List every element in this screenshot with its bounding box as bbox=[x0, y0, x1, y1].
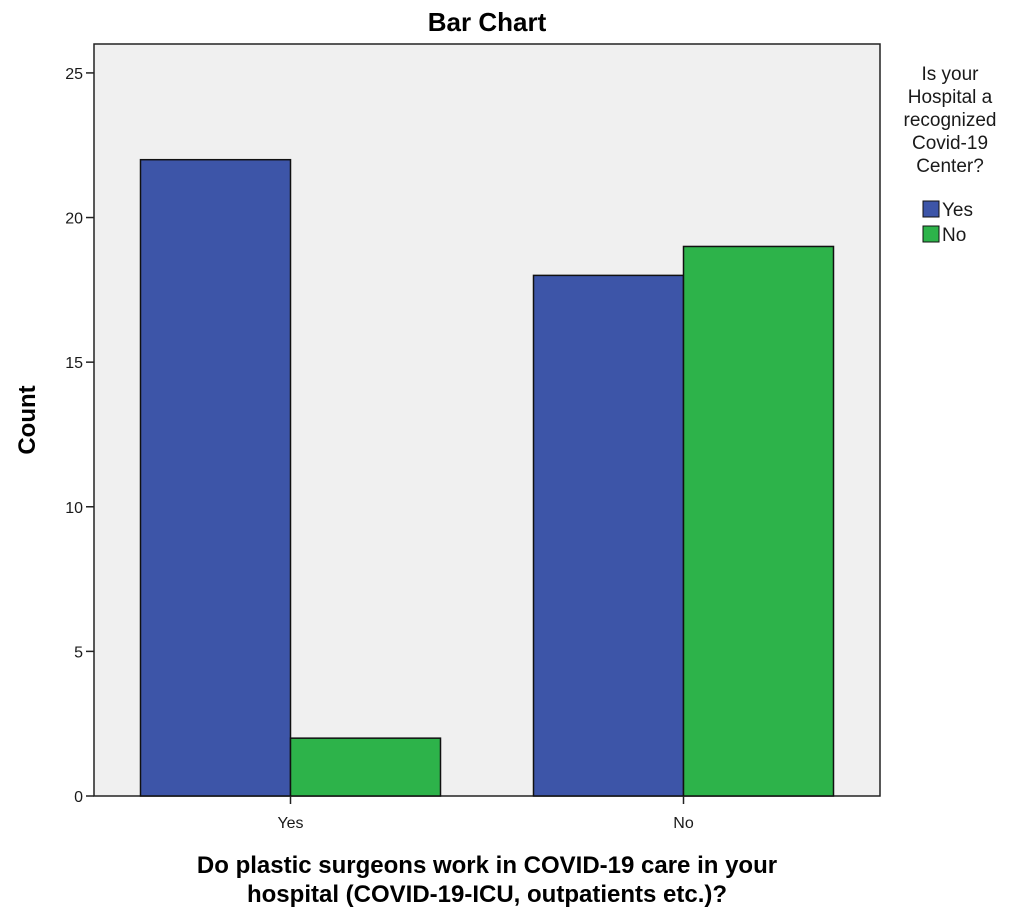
legend-title-line: Center? bbox=[916, 156, 984, 177]
bars-group bbox=[139, 158, 835, 797]
chart-title: Bar Chart bbox=[428, 7, 547, 37]
legend-label-no: No bbox=[942, 225, 966, 246]
y-tick-label: 15 bbox=[65, 355, 83, 372]
x-axis-title-line-1: Do plastic surgeons work in COVID-19 car… bbox=[197, 852, 777, 879]
legend-label-yes: Yes bbox=[942, 200, 973, 221]
y-tick-label: 0 bbox=[74, 789, 83, 806]
y-tick-label: 20 bbox=[65, 211, 83, 228]
legend: Is your Hospital a recognized Covid-19 C… bbox=[904, 64, 997, 246]
bar-yes-no bbox=[289, 737, 442, 797]
y-tick-label: 5 bbox=[74, 644, 83, 661]
y-tick-label: 25 bbox=[65, 66, 83, 83]
y-axis-title: Count bbox=[14, 385, 41, 454]
x-tick-label: Yes bbox=[277, 815, 303, 832]
bar-yes-yes bbox=[139, 158, 292, 797]
legend-title-line: Is your bbox=[921, 64, 979, 85]
y-tick-label: 10 bbox=[65, 500, 83, 517]
legend-title-line: Hospital a bbox=[908, 87, 993, 108]
x-axis-title-line-2: hospital (COVID-19-ICU, outpatients etc.… bbox=[247, 881, 727, 908]
legend-title-line: recognized bbox=[904, 110, 997, 131]
legend-swatch-yes bbox=[922, 200, 940, 218]
bar-no-no bbox=[682, 245, 835, 797]
legend-swatch-no bbox=[922, 225, 940, 243]
x-axis: Yes No bbox=[277, 796, 694, 832]
x-tick-label: No bbox=[673, 815, 694, 832]
legend-title-line: Covid-19 bbox=[912, 133, 988, 154]
y-axis: 0 5 10 15 20 25 bbox=[65, 66, 94, 806]
bar-no-yes bbox=[532, 274, 685, 797]
